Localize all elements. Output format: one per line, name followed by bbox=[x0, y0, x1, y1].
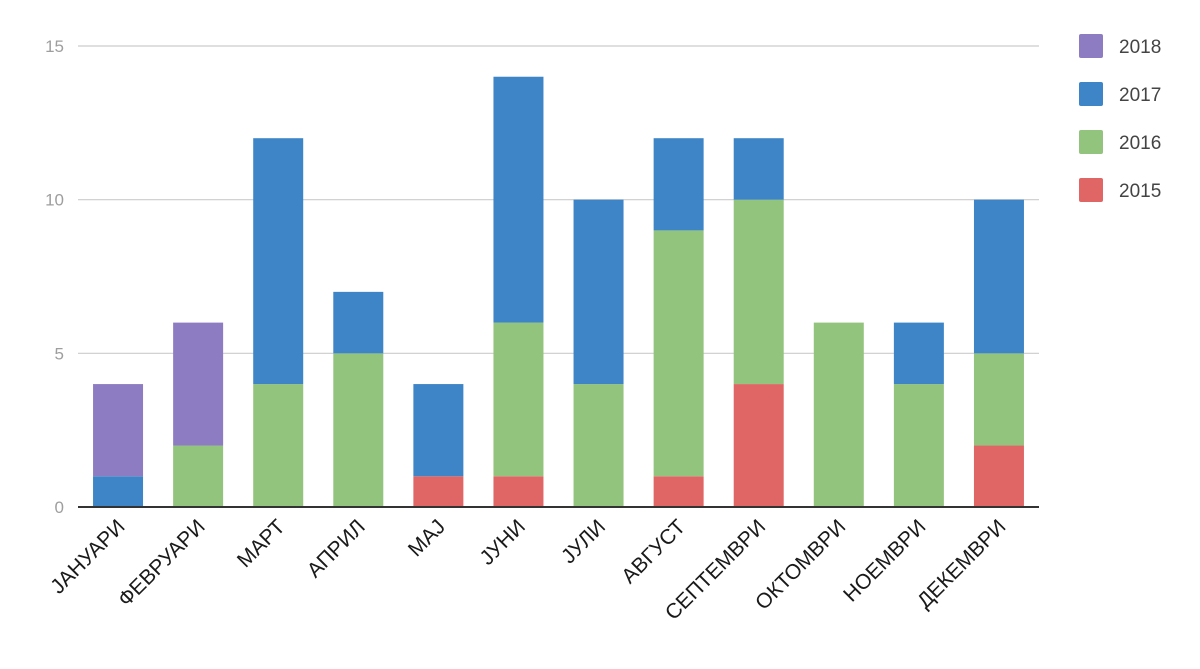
legend-swatch-2016 bbox=[1079, 130, 1103, 154]
y-tick-label: 15 bbox=[45, 37, 64, 56]
bar-segment-2016 bbox=[813, 322, 864, 507]
legend-swatch-2017 bbox=[1079, 82, 1103, 106]
x-tick-label: МАРТ bbox=[233, 515, 290, 572]
bar-segment-2016 bbox=[973, 353, 1024, 446]
bar-segment-2015 bbox=[973, 445, 1024, 507]
legend-swatch-2018 bbox=[1079, 34, 1103, 58]
bar-segment-2016 bbox=[253, 384, 304, 507]
bar-segment-2018 bbox=[173, 322, 224, 446]
bar-segment-2016 bbox=[493, 322, 544, 477]
bar-segment-2017 bbox=[333, 291, 384, 354]
bar-segment-2016 bbox=[893, 384, 944, 507]
y-tick-label: 5 bbox=[55, 344, 64, 363]
bar-segment-2016 bbox=[173, 445, 224, 507]
y-tick-label: 10 bbox=[45, 191, 64, 210]
bar-segment-2017 bbox=[573, 199, 624, 385]
bar-segment-2017 bbox=[733, 138, 784, 200]
bar-segment-2017 bbox=[493, 76, 544, 323]
x-tick-label: МАЈ bbox=[404, 515, 450, 561]
bar-segment-2016 bbox=[733, 199, 784, 385]
legend-label-2017: 2017 bbox=[1119, 85, 1161, 106]
gridlines bbox=[78, 45, 1039, 354]
x-tick-label: ЈУЛИ bbox=[557, 515, 610, 568]
legend: 2018 2017 2016 2015 bbox=[1079, 34, 1161, 202]
x-tick-label: ФЕВРУАРИ bbox=[114, 515, 210, 611]
x-tick-label: ЈАНУАРИ bbox=[46, 515, 129, 598]
bar-segment-2018 bbox=[93, 384, 144, 477]
bar-segment-2017 bbox=[973, 199, 1024, 354]
bar-segment-2015 bbox=[413, 476, 464, 507]
bar-segment-2016 bbox=[653, 230, 704, 477]
y-tick-label: 0 bbox=[55, 498, 64, 517]
bar-segment-2017 bbox=[893, 322, 944, 385]
bar-segment-2017 bbox=[253, 138, 304, 385]
bar-segment-2016 bbox=[573, 384, 624, 507]
legend-label-2016: 2016 bbox=[1119, 133, 1161, 154]
legend-label-2015: 2015 bbox=[1119, 181, 1161, 202]
bar-segment-2015 bbox=[733, 384, 784, 507]
bar-segment-2017 bbox=[413, 384, 464, 477]
x-tick-label: АВГУСТ bbox=[617, 515, 690, 588]
bar-segment-2017 bbox=[653, 138, 704, 231]
bar-segment-2015 bbox=[493, 476, 544, 507]
legend-swatch-2015 bbox=[1079, 178, 1103, 202]
bar-segment-2017 bbox=[93, 476, 144, 507]
bars bbox=[93, 76, 1024, 507]
x-tick-label: АПРИЛ bbox=[303, 515, 370, 582]
legend-label-2018: 2018 bbox=[1119, 37, 1161, 58]
bar-segment-2015 bbox=[653, 476, 704, 507]
x-tick-label: ЈУНИ bbox=[475, 515, 530, 570]
bar-segment-2016 bbox=[333, 353, 384, 507]
